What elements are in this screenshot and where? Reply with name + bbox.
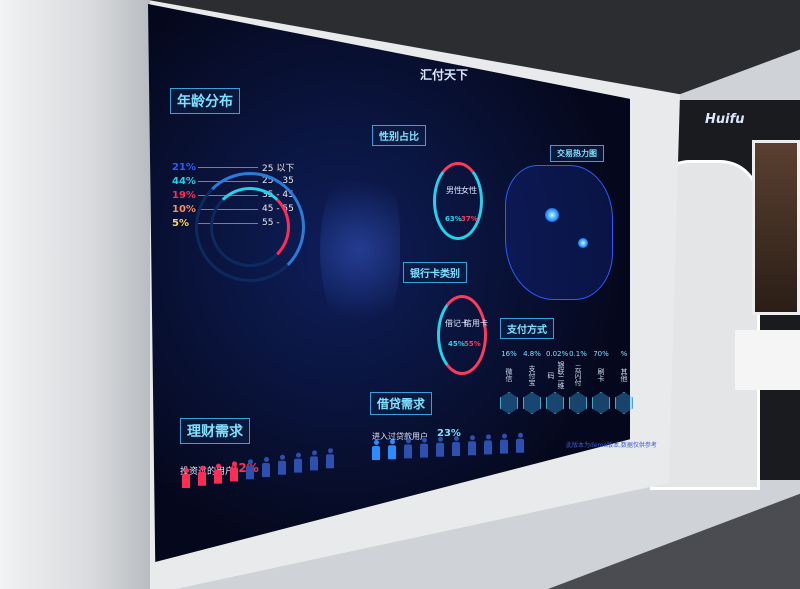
person-icon xyxy=(214,463,222,484)
payment-name: 微信 xyxy=(505,368,513,382)
debit-pct: 45% xyxy=(448,340,465,348)
payment-icon xyxy=(592,392,610,414)
payment-item: 70% 刷卡 xyxy=(592,350,610,414)
person-icon xyxy=(182,468,190,488)
age-panel-label: 年龄分布 xyxy=(170,88,240,114)
payment-name: 银联二维码 xyxy=(547,361,565,389)
poster xyxy=(752,140,800,315)
age-ring-inner xyxy=(210,187,290,267)
finance-panel-label: 理财需求 xyxy=(180,418,250,444)
age-pct: 19% xyxy=(172,189,196,201)
china-map xyxy=(505,165,613,300)
payment-item: 0.1% 云闪付 xyxy=(569,350,587,414)
payment-name: 云闪付 xyxy=(574,364,582,386)
leader-line xyxy=(198,166,258,168)
person-icon xyxy=(230,461,238,482)
payment-list: 16% 微信 4.8% 支付宝 0.02% 银联二维码 0.1% 云闪付 70% 刷卡% 其他 xyxy=(500,350,633,414)
desk xyxy=(735,330,800,390)
person-icon xyxy=(262,457,270,477)
gender-ring xyxy=(433,162,483,240)
person-icon xyxy=(372,440,380,460)
female-pct: 37% xyxy=(461,215,478,223)
payment-icon xyxy=(500,392,518,414)
age-row: 21% 25 以下 xyxy=(172,160,294,174)
gender-panel-label: 性别占比 xyxy=(372,125,426,146)
person-icon xyxy=(388,439,396,460)
payment-name: 支付宝 xyxy=(528,364,536,386)
person-icon xyxy=(516,432,524,453)
person-icon xyxy=(404,438,412,459)
age-pct: 10% xyxy=(172,203,196,215)
payment-panel-label: 支付方式 xyxy=(500,318,554,339)
female-label: 女性 xyxy=(461,186,477,195)
heat-spot xyxy=(545,208,559,222)
person-icon xyxy=(436,436,444,457)
payment-icon xyxy=(546,392,564,414)
particle-head-graphic xyxy=(320,160,400,340)
payment-item: % 其他 xyxy=(615,350,633,414)
person-icon xyxy=(326,448,334,469)
payment-name: 其他 xyxy=(620,368,628,382)
loan-caption: 进入过贷款用户 xyxy=(372,432,428,441)
person-icon xyxy=(500,433,508,454)
payment-icon xyxy=(615,392,633,414)
payment-pct: 0.02% xyxy=(546,350,569,358)
card-ring xyxy=(437,295,487,375)
person-icon xyxy=(294,452,302,473)
payment-pct: 16% xyxy=(501,350,517,358)
age-ring-chart xyxy=(195,172,305,282)
payment-item: 0.02% 银联二维码 xyxy=(546,350,569,414)
loan-people xyxy=(372,432,532,464)
male-label: 男性 xyxy=(446,186,462,195)
age-range: 25 以下 xyxy=(262,163,295,174)
credit-label: 信用卡 xyxy=(464,319,488,328)
finance-caption: 投资过的用户 xyxy=(180,467,235,477)
payment-pct: % xyxy=(620,350,628,358)
credit-pct: 55% xyxy=(464,340,481,348)
brand-sign: Huifu xyxy=(705,112,745,127)
person-icon xyxy=(452,436,460,456)
person-icon xyxy=(310,450,318,471)
loan-panel-label: 借贷需求 xyxy=(370,392,433,415)
dashboard-title: 汇付天下 xyxy=(420,68,469,82)
payment-icon xyxy=(523,392,541,414)
payment-icon xyxy=(569,392,587,414)
payment-pct: 70% xyxy=(593,350,609,358)
debit-label: 借记卡 xyxy=(445,319,469,328)
person-icon xyxy=(246,459,254,480)
payment-name: 刷卡 xyxy=(597,368,605,382)
person-icon xyxy=(468,435,476,456)
age-pct: 21% xyxy=(172,161,196,173)
person-icon xyxy=(484,434,492,455)
finance-people xyxy=(182,448,342,492)
person-icon xyxy=(278,454,286,475)
male-pct: 63% xyxy=(445,215,462,223)
payment-pct: 4.8% xyxy=(523,350,541,358)
card-panel-label: 银行卡类别 xyxy=(403,262,467,283)
left-wall xyxy=(0,0,150,589)
heat-spot xyxy=(578,238,588,248)
heatmap-panel-label: 交易热力图 xyxy=(550,145,604,162)
person-icon xyxy=(198,465,206,486)
payment-item: 16% 微信 xyxy=(500,350,518,414)
payment-item: 4.8% 支付宝 xyxy=(523,350,541,414)
age-pct: 5% xyxy=(172,217,189,229)
footer-note: 此版本为demo版本,数据仅供参考 xyxy=(566,442,657,449)
age-pct: 44% xyxy=(172,175,196,187)
payment-pct: 0.1% xyxy=(569,350,587,358)
person-icon xyxy=(420,437,428,458)
loan-pct: 23% xyxy=(437,428,461,439)
